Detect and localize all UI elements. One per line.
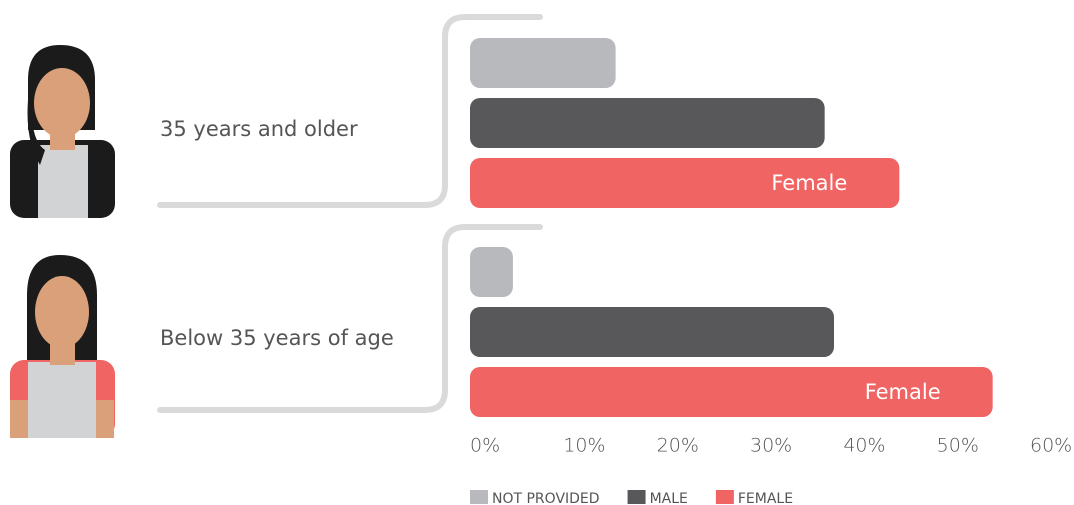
x-tick-label: 20% — [657, 435, 699, 457]
bracket — [157, 224, 543, 413]
legend-label: MALE — [650, 491, 688, 505]
x-tick-label: 30% — [750, 435, 792, 457]
avatar-younger — [10, 255, 115, 438]
bar — [470, 367, 993, 417]
category-label: 35 years and older — [160, 117, 358, 141]
bar — [470, 38, 616, 88]
legend-swatch — [470, 490, 488, 504]
x-tick-label: 50% — [937, 435, 979, 457]
legend-swatch — [715, 490, 734, 504]
x-tick-label: 10% — [563, 435, 605, 457]
bar — [470, 247, 513, 297]
legend-label: NOT PROVIDED — [492, 491, 600, 505]
x-tick-label: 60% — [1030, 435, 1072, 457]
x-tick-label: 0% — [470, 435, 500, 457]
category-label: Below 35 years of age — [160, 326, 394, 350]
x-tick-label: 40% — [843, 435, 885, 457]
bar-label: Female — [771, 171, 847, 195]
bar — [470, 307, 834, 357]
bar-label: Female — [865, 380, 941, 404]
bracket — [157, 14, 543, 208]
bar — [470, 158, 900, 208]
legend-label: FEMALE — [738, 491, 793, 505]
legend-swatch — [627, 490, 646, 504]
brackets — [157, 14, 543, 413]
bar — [470, 98, 825, 148]
avatar-older — [10, 45, 115, 218]
